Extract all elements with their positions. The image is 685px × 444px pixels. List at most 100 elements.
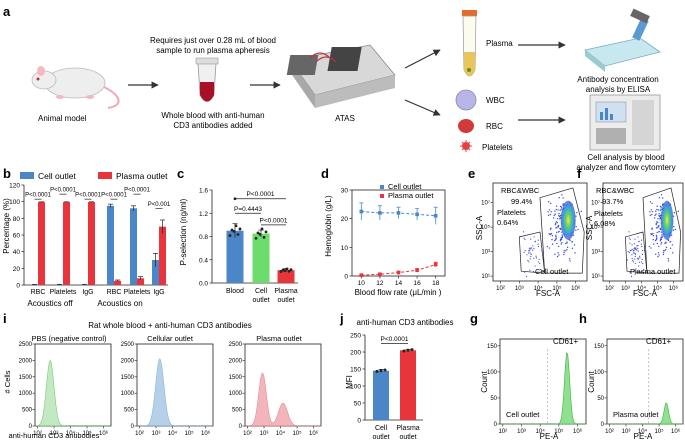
chart-i-2-xtick-label: 10³ — [152, 431, 161, 437]
chart-e-density-core — [560, 200, 576, 240]
chart-i-3-histogram — [244, 372, 321, 427]
chart-c-point — [232, 229, 236, 233]
chart-f-label: Plasma outlet — [630, 267, 676, 276]
chart-e-xtick-label: 10⁴ — [533, 285, 543, 292]
chart-g-xtick-label: 10⁵ — [554, 428, 564, 435]
elisa-text-2: analysis by ELISA — [586, 85, 651, 94]
chart-b-ytick-label: 60 — [13, 233, 21, 240]
panel-i-letter: i — [3, 311, 7, 326]
chart-e-event — [559, 238, 562, 241]
panel-d-letter: d — [321, 166, 329, 181]
chart-c-point — [283, 269, 287, 272]
chart-i-2-xtick-label: 10⁵ — [184, 430, 194, 437]
chart-f-event — [637, 257, 639, 259]
chart-e-event — [568, 258, 571, 260]
chart-f-event — [672, 229, 675, 231]
chart-e-plot: 10² 10³ 10⁴ 10⁵ 10⁶ 10¹ 10³ 10⁵ 10⁷ — [481, 182, 588, 292]
chart-e-event — [554, 213, 557, 215]
panel-a: a Animal model Requires just over 0.28 m… — [3, 4, 676, 172]
chart-d-legend-marker — [380, 194, 384, 198]
chart-d-point — [378, 211, 382, 215]
whole-blood-text-1: Whole blood with anti-human — [161, 111, 264, 120]
chart-f-event — [653, 243, 655, 245]
chart-i-title: Rat whole blood + anti-human CD3 antibod… — [88, 321, 251, 330]
chart-b-xtick-label: IgG — [82, 289, 93, 296]
chart-e-event — [553, 214, 555, 217]
chart-f-event — [633, 269, 635, 271]
chart-e-event — [537, 261, 539, 263]
panel-e-letter: e — [468, 166, 475, 181]
chart-h-xtick-label: 10⁵ — [654, 428, 664, 435]
chart-f-event — [649, 214, 651, 216]
chart-f-event — [665, 248, 667, 251]
arrow-plasma — [404, 49, 441, 69]
chart-b-p-value: P<0.001 — [148, 202, 171, 208]
chart-i-2-ytick-label: 1000 — [121, 391, 135, 397]
chart-c-ytick-label: 1.6 — [199, 188, 208, 195]
chart-f-event — [637, 258, 639, 260]
chart-c-ylabel: P-selection (ng/ml) — [179, 198, 188, 265]
chart-f-event — [628, 251, 631, 253]
chart-i-2-xtick-label: 10² — [135, 431, 144, 437]
chart-j-xtick-label: Plasma — [396, 425, 419, 432]
chart-e-event — [522, 231, 525, 233]
panel-f: f SSC-A FSC-A 10² 10³ 10⁴ 10⁵ 10⁶10¹10³10⁵10… — [577, 166, 684, 298]
chart-c-point — [230, 228, 234, 232]
chart-i-2-histogram — [137, 358, 213, 427]
chart-e-event — [555, 235, 557, 238]
chart-j-point — [375, 369, 379, 373]
chart-b-p-value: P<0.0001 — [25, 193, 52, 199]
chart-j-ytick-label: 200 — [350, 350, 361, 357]
chart-i-1-xtick-label: 10⁶ — [99, 430, 109, 437]
chart-g-ytick-label: 50 — [490, 396, 497, 402]
chart-f-event — [635, 247, 637, 249]
chart-g-xtick-label: 10⁴ — [536, 428, 546, 435]
chart-e-event — [534, 240, 537, 242]
legend-cell-swatch — [20, 172, 34, 179]
cells-illustration — [455, 89, 477, 152]
chart-e-event — [555, 221, 558, 223]
chart-f-event — [662, 251, 665, 254]
chart-j-xtick-label: outlet — [399, 434, 416, 441]
chart-b-p-value: P<0.0001 — [124, 188, 151, 194]
chart-f-event — [659, 209, 661, 212]
chart-j-title: anti-human CD3 antibodies — [357, 318, 454, 327]
chart-e-event — [566, 248, 568, 251]
chart-f-event — [638, 240, 640, 242]
chart-c-point — [260, 227, 264, 231]
chart-e-event — [523, 251, 525, 253]
chart-e-event — [559, 227, 562, 230]
chart-c-p-value: P=0.4443 — [234, 206, 262, 213]
chart-f-xaxis: FSC-A — [633, 289, 658, 298]
chart-f-event — [656, 208, 658, 211]
chart-f-event — [658, 254, 660, 256]
chart-f-event — [660, 194, 663, 196]
chart-d-xtick-label: 12 — [376, 280, 384, 287]
chart-e-event — [566, 241, 568, 243]
chart-h-xtick-label: 10⁶ — [671, 428, 681, 435]
chart-d-xtick-label: 18 — [432, 280, 440, 287]
chart-f-event — [655, 234, 658, 236]
requires-text-1: Requires just over 0.28 mL of blood — [150, 36, 276, 45]
chart-f-event — [629, 242, 631, 244]
chart-b-bar — [107, 205, 114, 285]
chart-d-legend-label: Plasma outlet — [388, 191, 434, 200]
chart-e-event — [546, 245, 549, 248]
chart-f-event — [652, 235, 655, 237]
chart-i-2-ytick-label: 500 — [124, 408, 135, 414]
chart-c-point — [258, 232, 262, 236]
chart-e-event — [550, 211, 552, 213]
chart-f-event — [639, 255, 641, 257]
chart-b-ytick-label: 120 — [9, 183, 20, 190]
chart-e-event — [558, 215, 561, 218]
chart-h-marker: CD61+ — [646, 337, 671, 346]
chart-i-1-ytick-label: 2500 — [19, 342, 33, 348]
chart-f-ytick-label: 10³ — [591, 250, 600, 256]
chart-b-xtick-label: RBC — [107, 289, 122, 296]
chart-f-gate-cells — [642, 187, 681, 274]
chart-e-event — [556, 218, 559, 220]
chart-e-event — [558, 212, 560, 215]
platelets-label: Platelets — [482, 143, 513, 152]
tube-illustration — [195, 57, 219, 102]
chart-e-event — [564, 250, 567, 252]
